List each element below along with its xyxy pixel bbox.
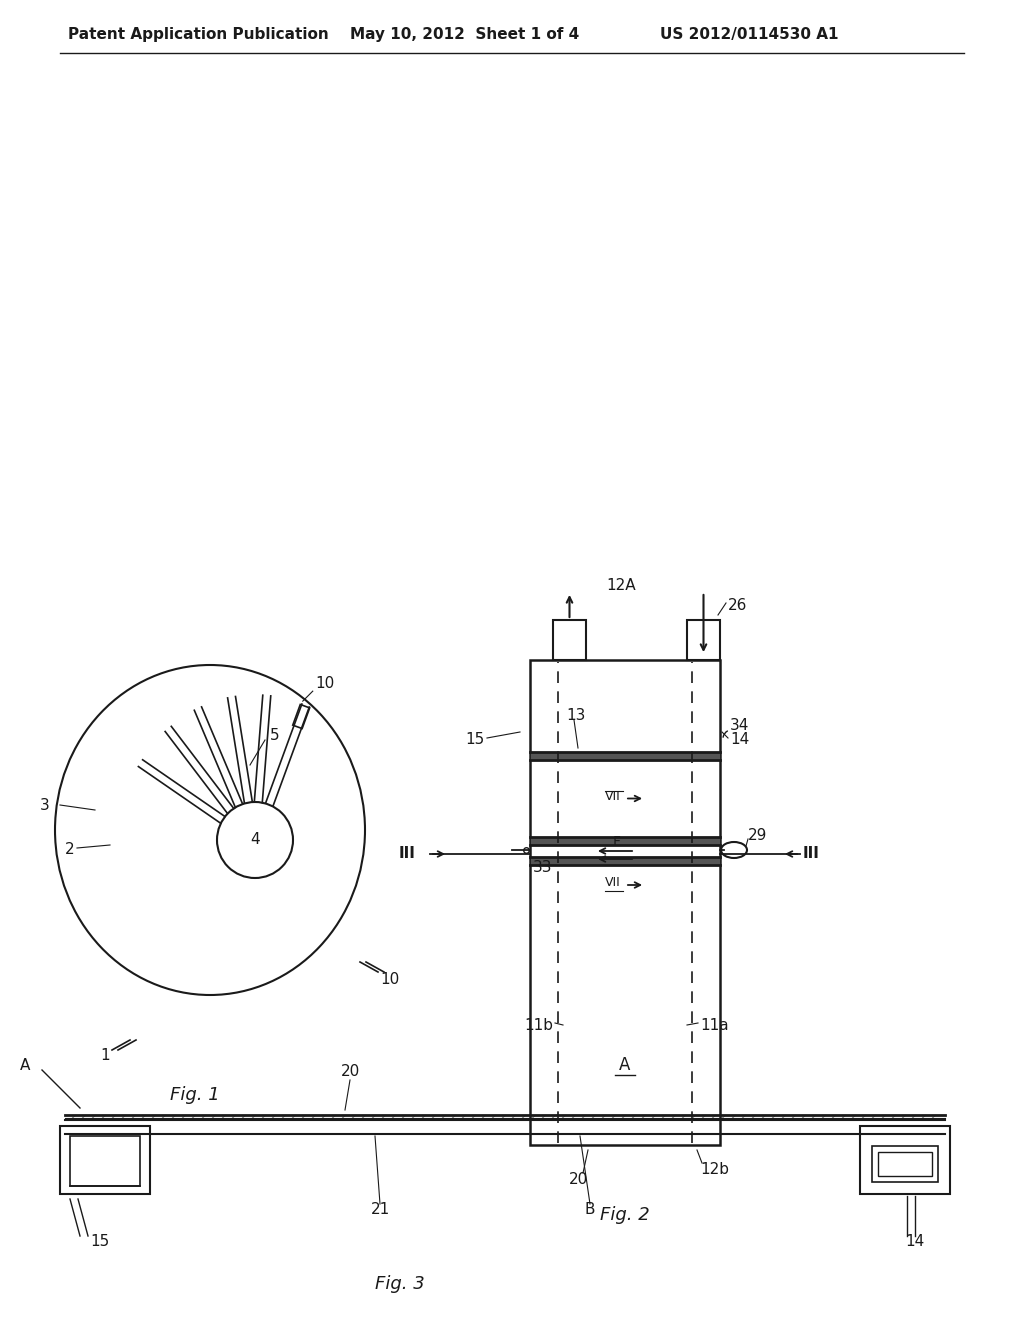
Bar — [878, 1152, 932, 1176]
Bar — [553, 620, 586, 660]
Text: 33: 33 — [534, 861, 553, 875]
Text: 13: 13 — [566, 708, 586, 722]
Text: 14: 14 — [905, 1234, 925, 1250]
Text: 10: 10 — [380, 973, 399, 987]
Text: VII: VII — [605, 876, 621, 890]
Bar — [860, 1126, 950, 1195]
Text: 11b: 11b — [524, 1018, 553, 1032]
Text: B: B — [585, 1201, 595, 1217]
Text: F: F — [613, 836, 621, 849]
Ellipse shape — [721, 842, 746, 858]
Bar — [530, 837, 720, 845]
Text: 20: 20 — [568, 1172, 588, 1188]
Text: 3: 3 — [40, 797, 50, 813]
Text: 15: 15 — [466, 733, 485, 747]
Text: VII: VII — [605, 789, 621, 803]
Text: 10: 10 — [315, 676, 335, 690]
Text: 15: 15 — [90, 1234, 110, 1250]
Text: A: A — [620, 1056, 631, 1074]
Text: 20: 20 — [340, 1064, 359, 1080]
Text: Fig. 3: Fig. 3 — [375, 1275, 425, 1294]
Bar — [60, 1126, 150, 1195]
Text: May 10, 2012  Sheet 1 of 4: May 10, 2012 Sheet 1 of 4 — [350, 28, 580, 42]
Text: 29: 29 — [748, 829, 767, 843]
Text: 21: 21 — [371, 1201, 389, 1217]
Text: 34: 34 — [730, 718, 750, 733]
Text: 2: 2 — [65, 842, 75, 858]
Text: Fig. 2: Fig. 2 — [600, 1206, 650, 1224]
Text: Patent Application Publication: Patent Application Publication — [68, 28, 329, 42]
Text: III: III — [803, 846, 820, 861]
Text: US 2012/0114530 A1: US 2012/0114530 A1 — [660, 28, 839, 42]
Text: A: A — [19, 1057, 30, 1072]
Text: 11a: 11a — [700, 1018, 729, 1032]
Text: 12b: 12b — [700, 1163, 729, 1177]
Text: 1: 1 — [100, 1048, 110, 1063]
Bar — [530, 660, 720, 1144]
Text: 12A: 12A — [606, 578, 636, 593]
Text: 5: 5 — [270, 727, 280, 742]
Bar — [293, 705, 309, 729]
Text: 26: 26 — [728, 598, 748, 612]
Bar — [70, 1137, 140, 1185]
Bar — [530, 752, 720, 760]
Text: 14: 14 — [730, 733, 750, 747]
Bar — [872, 1146, 938, 1181]
Text: 4: 4 — [250, 833, 260, 847]
Bar — [530, 857, 720, 865]
Text: III: III — [399, 846, 416, 861]
Bar — [687, 620, 720, 660]
Text: Fig. 1: Fig. 1 — [170, 1086, 220, 1104]
